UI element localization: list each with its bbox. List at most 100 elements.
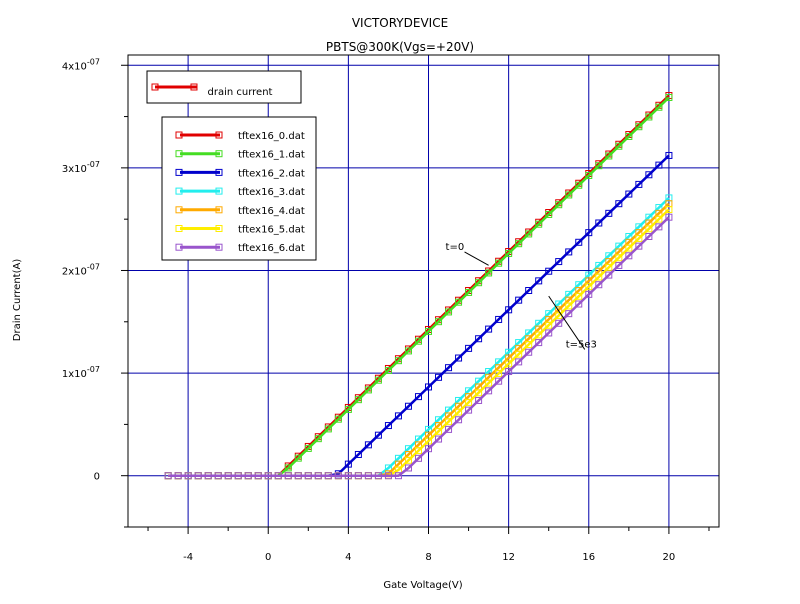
legend: tftex16_0.dat tftex16_1.dat tftex16_2.datt… [161,116,317,261]
data-point [495,259,503,267]
data-point [425,445,433,453]
data-point [465,406,473,414]
data-point [575,292,583,300]
legend-title-marker [151,83,159,91]
data-point [445,418,453,426]
data-point [625,132,633,140]
data-point [475,389,483,397]
data-point [455,416,463,424]
data-point [354,450,362,458]
data-point [655,103,663,111]
data-point [505,249,513,257]
data-point [575,300,583,308]
data-point [645,113,653,121]
data-point [204,472,212,480]
data-point [505,360,513,368]
data-point [585,171,593,179]
y-axis-label: Drain Current(A) [12,259,23,342]
data-point [595,281,603,289]
data-point [555,258,563,266]
data-point [274,472,282,480]
series-lines [164,92,673,480]
data-point [515,358,523,366]
chart-subtitle: PBTS@300K(Vgs=+20V) [326,40,474,54]
data-point [605,263,613,271]
plot-area-frame [127,54,720,528]
data-point [645,232,653,240]
data-point [364,441,372,449]
data-point [535,339,543,347]
data-point [545,210,553,218]
legend-label: tftex16_3.dat [238,187,305,198]
data-point [394,357,402,365]
data-point [414,393,422,401]
data-point [334,472,342,480]
data-point [545,329,553,337]
data-point [404,347,412,355]
data-point [435,373,443,381]
data-point [455,354,463,362]
data-point [404,456,412,464]
data-point [655,215,663,223]
data-point [635,242,643,250]
legend-marker [215,243,223,251]
data-point [615,261,623,269]
data-point [425,327,433,335]
data-point [525,287,533,295]
data-point [495,377,503,385]
data-point [425,383,433,391]
legend-title-box: drain current [146,70,302,104]
legend-marker [215,225,223,232]
data-point [565,191,573,199]
legend-marker [175,243,183,251]
data-point [174,472,182,480]
data-point [615,254,623,262]
y-tick-label: 4x10-07 [62,57,100,72]
legend-label: tftex16_6.dat [238,243,305,254]
data-point [455,408,463,416]
data-point [635,180,643,188]
data-point [625,244,633,252]
legend-label: tftex16_2.dat [238,168,305,179]
data-point [575,181,583,189]
data-point [394,472,402,480]
data-point [414,454,422,462]
data-point [515,296,523,304]
legend-title-label: drain current [208,87,273,98]
data-point [655,161,663,169]
annotation-label: t=0 [446,242,465,253]
y-tick-label: 2x10-07 [62,262,100,277]
data-point [344,472,352,480]
data-point [495,369,503,377]
legend-label: tftex16_1.dat [238,150,305,161]
legend-marker [215,187,223,195]
data-point [314,435,322,443]
legend-title-marker [190,83,198,91]
data-point [294,472,302,480]
data-point [605,271,613,279]
data-point [635,123,643,131]
data-point [435,318,443,326]
data-point [515,240,523,248]
data-point [374,472,382,480]
data-point [455,298,463,306]
data-point [384,366,392,374]
data-point [565,302,573,310]
data-point [515,350,523,358]
data-point [374,376,382,384]
chart-title: VICTORYDEVICE [352,16,448,30]
legend-label: tftex16_0.dat [238,131,305,142]
data-point [475,279,483,287]
data-point [615,200,623,208]
data-point [485,379,493,387]
legend-item: tftex16_6.dat [175,243,305,254]
y-tick-labels: 0 1x10-07 2x10-07 3x10-07 4x10-07 [62,57,100,482]
data-point [354,396,362,404]
data-point [284,472,292,480]
data-point [615,142,623,150]
data-point [665,205,673,213]
data-point [645,171,653,179]
axis-ticks [121,64,710,534]
data-point [665,213,673,221]
